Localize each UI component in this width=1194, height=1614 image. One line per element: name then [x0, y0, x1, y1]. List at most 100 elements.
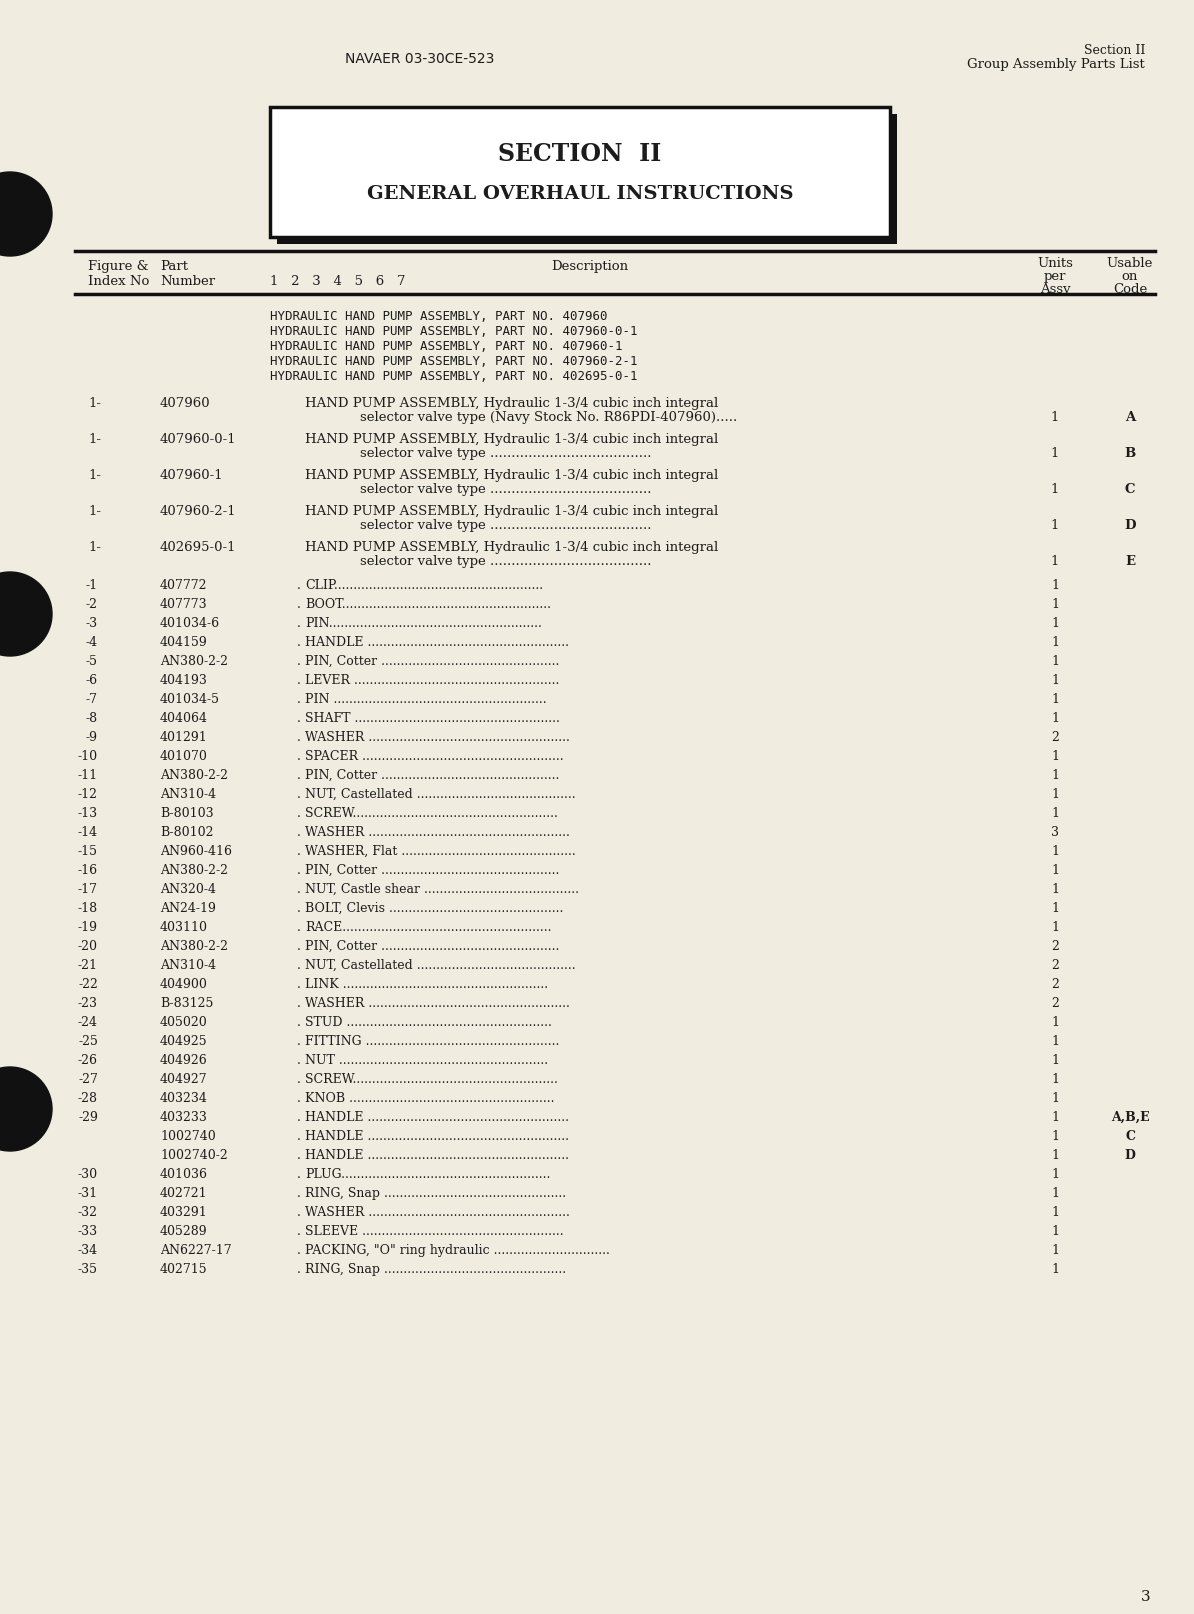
Text: PACKING, "O" ring hydraulic ..............................: PACKING, "O" ring hydraulic ............…: [304, 1243, 610, 1256]
Text: 1: 1: [1051, 1225, 1059, 1238]
Text: .: .: [297, 1091, 301, 1104]
Text: Section II: Section II: [1084, 44, 1145, 56]
Text: GENERAL OVERHAUL INSTRUCTIONS: GENERAL OVERHAUL INSTRUCTIONS: [367, 186, 793, 203]
Text: -16: -16: [78, 863, 98, 876]
Text: AN310-4: AN310-4: [160, 959, 216, 972]
Text: .: .: [297, 655, 301, 668]
Text: 1: 1: [1051, 1035, 1059, 1047]
Text: AN960-416: AN960-416: [160, 844, 232, 857]
Text: on: on: [1122, 270, 1138, 282]
Text: RING, Snap ...............................................: RING, Snap .............................…: [304, 1186, 566, 1199]
Text: HAND PUMP ASSEMBLY, Hydraulic 1-3/4 cubic inch integral: HAND PUMP ASSEMBLY, Hydraulic 1-3/4 cubi…: [304, 541, 719, 554]
Text: .: .: [297, 1072, 301, 1085]
Text: Figure &: Figure &: [88, 260, 148, 273]
Text: AN320-4: AN320-4: [160, 883, 216, 896]
Text: 404159: 404159: [160, 636, 208, 649]
Text: 403110: 403110: [160, 920, 208, 933]
Text: WASHER ....................................................: WASHER .................................…: [304, 825, 570, 839]
Text: FITTING ..................................................: FITTING ................................…: [304, 1035, 559, 1047]
Text: selector valve type ......................................: selector valve type ....................…: [361, 518, 652, 531]
Text: selector valve type ......................................: selector valve type ....................…: [361, 555, 652, 568]
Text: selector valve type (Navy Stock No. R86PDI-407960).....: selector valve type (Navy Stock No. R86P…: [361, 410, 737, 424]
Text: AN24-19: AN24-19: [160, 902, 216, 915]
Text: SCREW.....................................................: SCREW...................................…: [304, 807, 558, 820]
Text: .: .: [297, 1035, 301, 1047]
Text: 1002740: 1002740: [160, 1130, 216, 1143]
Text: 403291: 403291: [160, 1206, 208, 1219]
Text: .: .: [297, 902, 301, 915]
Text: -31: -31: [78, 1186, 98, 1199]
Text: .: .: [297, 1167, 301, 1180]
Text: 403234: 403234: [160, 1091, 208, 1104]
Text: .: .: [297, 1225, 301, 1238]
Text: D: D: [1125, 518, 1135, 531]
Text: -5: -5: [86, 655, 98, 668]
Text: 1: 1: [1051, 1148, 1059, 1162]
Text: BOOT......................................................: BOOT....................................…: [304, 597, 550, 610]
Text: 1: 1: [1051, 1091, 1059, 1104]
Text: -15: -15: [78, 844, 98, 857]
Text: .: .: [297, 1110, 301, 1123]
Text: 404193: 404193: [160, 673, 208, 686]
Text: -22: -22: [78, 978, 98, 991]
Text: -9: -9: [86, 731, 98, 744]
Text: Index No: Index No: [88, 274, 149, 287]
Text: .: .: [297, 617, 301, 629]
Text: 1: 1: [1051, 807, 1059, 820]
Text: -14: -14: [78, 825, 98, 839]
Text: .: .: [297, 920, 301, 933]
Text: .: .: [297, 788, 301, 801]
Text: AN380-2-2: AN380-2-2: [160, 655, 228, 668]
Text: HYDRAULIC HAND PUMP ASSEMBLY, PART NO. 407960: HYDRAULIC HAND PUMP ASSEMBLY, PART NO. 4…: [270, 310, 608, 323]
Text: -30: -30: [78, 1167, 98, 1180]
Text: 1: 1: [1051, 883, 1059, 896]
Text: -8: -8: [86, 712, 98, 725]
Text: per: per: [1044, 270, 1066, 282]
Text: 1: 1: [1051, 712, 1059, 725]
Text: B: B: [1125, 447, 1135, 460]
Text: -3: -3: [86, 617, 98, 629]
Text: -18: -18: [78, 902, 98, 915]
Text: PIN, Cotter ..............................................: PIN, Cotter ............................…: [304, 939, 559, 952]
Circle shape: [0, 1067, 53, 1151]
Text: PIN, Cotter ..............................................: PIN, Cotter ............................…: [304, 863, 559, 876]
Text: 402721: 402721: [160, 1186, 208, 1199]
Text: 1002740-2: 1002740-2: [160, 1148, 228, 1162]
Text: 1: 1: [1051, 1186, 1059, 1199]
Text: 1-: 1-: [88, 433, 101, 445]
Text: NAVAER 03-30CE-523: NAVAER 03-30CE-523: [345, 52, 494, 66]
Text: B-83125: B-83125: [160, 996, 214, 1009]
Text: Code: Code: [1113, 282, 1147, 295]
Text: Usable: Usable: [1107, 257, 1153, 270]
Text: NUT ......................................................: NUT ....................................…: [304, 1054, 548, 1067]
Text: 3: 3: [1051, 825, 1059, 839]
Bar: [277, 115, 897, 245]
Text: .: .: [297, 768, 301, 781]
Text: .: .: [297, 1130, 301, 1143]
Text: -27: -27: [78, 1072, 98, 1085]
Text: 1: 1: [1051, 768, 1059, 781]
Text: -13: -13: [78, 807, 98, 820]
Text: 1: 1: [1051, 447, 1059, 460]
Text: 1: 1: [1051, 1072, 1059, 1085]
Text: -25: -25: [78, 1035, 98, 1047]
Text: 1: 1: [1051, 1110, 1059, 1123]
Text: B-80102: B-80102: [160, 825, 214, 839]
Text: LEVER .....................................................: LEVER ..................................…: [304, 673, 559, 686]
Text: 1: 1: [1051, 920, 1059, 933]
Text: .: .: [297, 1148, 301, 1162]
Text: 405020: 405020: [160, 1015, 208, 1028]
Text: 1: 1: [1051, 692, 1059, 705]
Text: .: .: [297, 807, 301, 820]
Text: 402715: 402715: [160, 1262, 208, 1275]
Text: 2: 2: [1051, 939, 1059, 952]
Text: .: .: [297, 1186, 301, 1199]
Text: HAND PUMP ASSEMBLY, Hydraulic 1-3/4 cubic inch integral: HAND PUMP ASSEMBLY, Hydraulic 1-3/4 cubi…: [304, 397, 719, 410]
Text: 1: 1: [1051, 1130, 1059, 1143]
Text: AN380-2-2: AN380-2-2: [160, 768, 228, 781]
Text: HYDRAULIC HAND PUMP ASSEMBLY, PART NO. 402695-0-1: HYDRAULIC HAND PUMP ASSEMBLY, PART NO. 4…: [270, 370, 638, 383]
Text: B-80103: B-80103: [160, 807, 214, 820]
Text: 1: 1: [1051, 1054, 1059, 1067]
Text: 1: 1: [1051, 655, 1059, 668]
Text: A: A: [1125, 410, 1135, 424]
